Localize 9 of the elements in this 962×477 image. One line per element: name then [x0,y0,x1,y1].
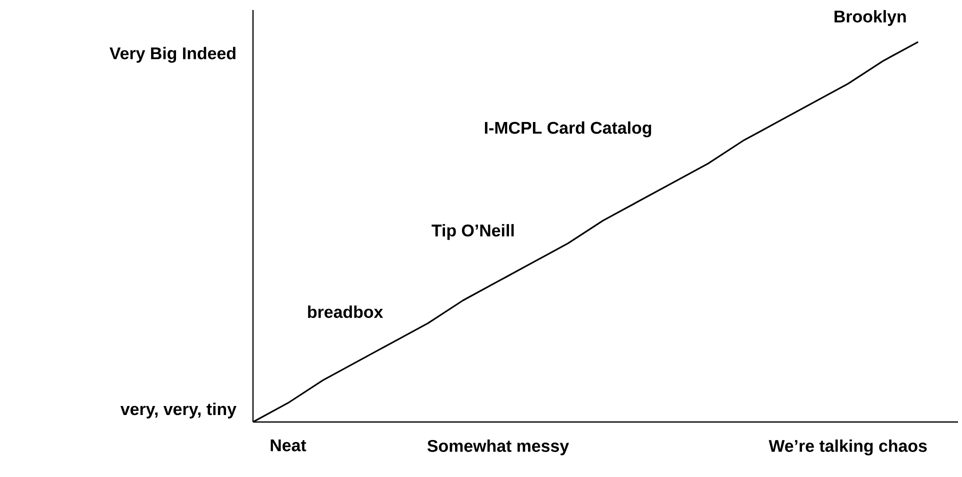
annotation: I-MCPL Card Catalog [484,121,652,138]
text: very, very, tiny [120,402,236,418]
x-tick-label: Neat [270,440,306,452]
x-tick-label: We’re talking chaos [768,440,927,456]
x-tick-label: Somewhat messy [427,440,569,456]
text: Brooklyn [834,10,906,26]
annotation: Tip O’Neill [432,224,514,240]
text: Very Big Indeed [110,46,236,63]
annotation: breadbox [308,306,384,318]
